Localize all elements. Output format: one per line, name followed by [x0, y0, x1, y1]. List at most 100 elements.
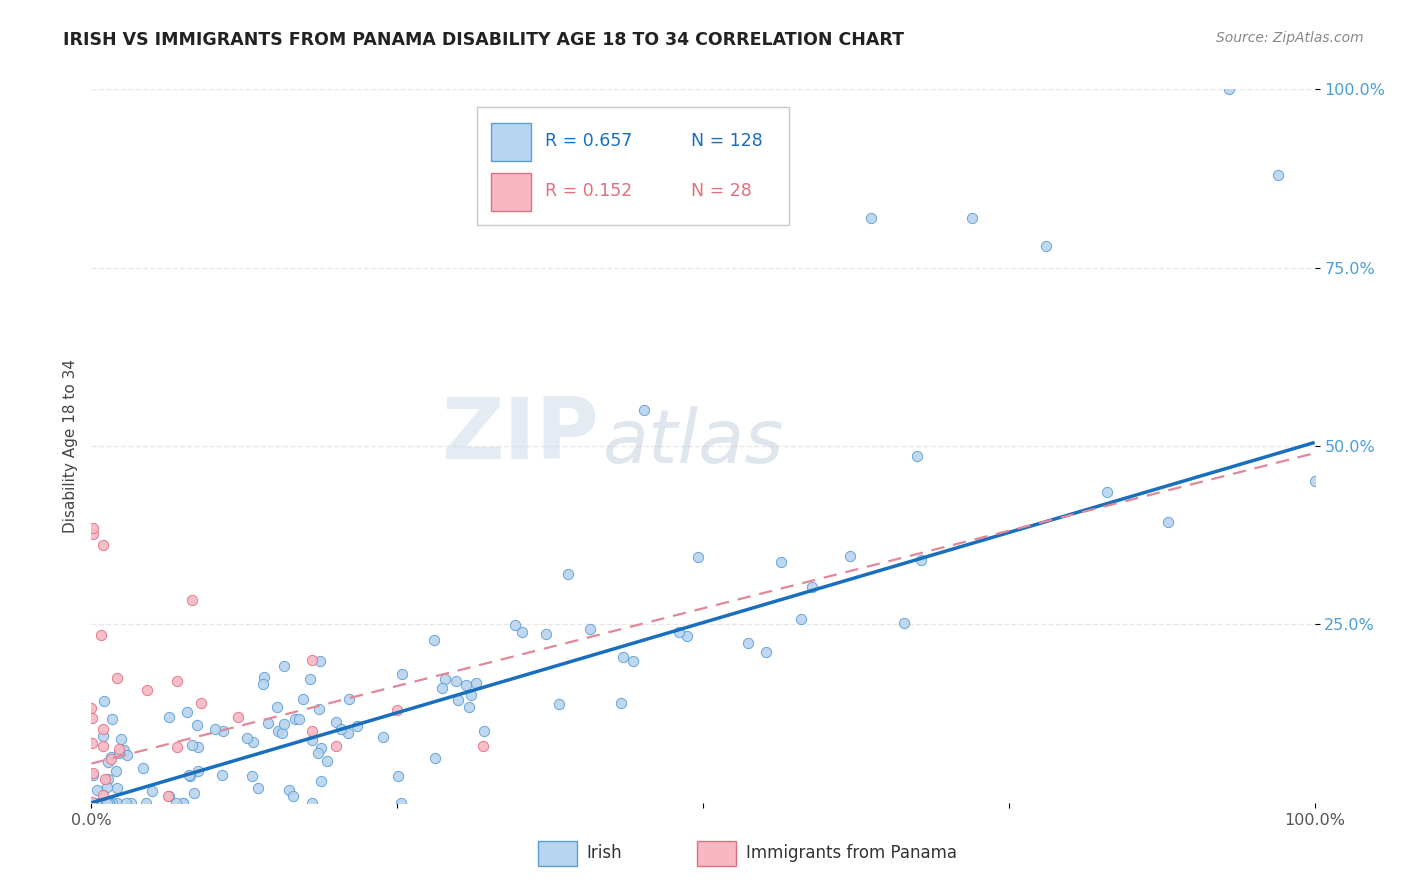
Text: Irish: Irish — [586, 844, 623, 862]
Point — [801, 580, 824, 594]
Point — [186, 718, 208, 732]
Text: atlas: atlas — [603, 407, 785, 478]
Point — [101, 796, 124, 810]
Point — [299, 672, 322, 686]
Point — [93, 693, 115, 707]
Point — [172, 796, 194, 810]
Point — [187, 764, 209, 778]
Point — [82, 766, 104, 780]
Point — [226, 710, 249, 724]
Point — [172, 796, 194, 810]
Point — [860, 211, 883, 225]
Point — [433, 672, 456, 686]
Point — [82, 527, 104, 541]
Y-axis label: Disability Age 18 to 34: Disability Age 18 to 34 — [62, 359, 77, 533]
Point — [190, 696, 212, 710]
Point — [686, 550, 709, 565]
Point — [336, 726, 359, 740]
Text: Source: ZipAtlas.com: Source: ZipAtlas.com — [1216, 31, 1364, 45]
Point — [278, 783, 301, 797]
Point — [1267, 168, 1289, 182]
FancyBboxPatch shape — [477, 107, 789, 225]
Point — [181, 593, 204, 607]
Point — [242, 735, 264, 749]
FancyBboxPatch shape — [538, 840, 576, 865]
Point — [115, 796, 138, 810]
Point — [505, 618, 527, 632]
Point — [91, 722, 114, 736]
FancyBboxPatch shape — [491, 123, 530, 161]
Point — [166, 739, 188, 754]
Point — [309, 654, 332, 668]
Point — [135, 683, 157, 698]
Point — [391, 667, 413, 681]
Point — [960, 211, 983, 225]
Point — [534, 627, 557, 641]
Point — [84, 796, 107, 810]
Text: R = 0.657: R = 0.657 — [546, 132, 633, 150]
Point — [755, 645, 778, 659]
Point — [135, 796, 157, 810]
Point — [97, 796, 120, 810]
Point — [80, 796, 103, 810]
Point — [86, 783, 108, 797]
Point — [179, 769, 201, 783]
Point — [211, 724, 233, 739]
FancyBboxPatch shape — [491, 173, 530, 211]
Point — [240, 768, 263, 782]
Point — [612, 649, 634, 664]
Point — [114, 743, 136, 757]
Point — [93, 739, 115, 753]
Point — [105, 780, 128, 795]
Point — [457, 699, 479, 714]
Point — [547, 697, 569, 711]
Point — [80, 796, 103, 810]
Point — [557, 567, 579, 582]
Point — [910, 553, 932, 567]
Point — [281, 789, 304, 804]
Point — [94, 772, 117, 786]
Point — [82, 795, 104, 809]
Point — [179, 768, 201, 782]
Point — [211, 768, 233, 782]
Point — [157, 789, 180, 804]
Point — [1035, 239, 1057, 253]
Point — [97, 772, 120, 786]
Point — [236, 731, 259, 745]
Point — [308, 702, 330, 716]
Point — [94, 796, 117, 810]
Point — [105, 796, 128, 810]
Point — [1218, 82, 1240, 96]
Point — [346, 719, 368, 733]
Point — [621, 654, 644, 668]
Point — [387, 769, 409, 783]
Point — [288, 712, 311, 726]
Point — [578, 622, 600, 636]
Point — [257, 715, 280, 730]
Point — [838, 549, 860, 564]
Point — [389, 796, 412, 810]
Point — [309, 741, 332, 756]
Point — [105, 671, 128, 685]
Point — [131, 761, 153, 775]
Point — [247, 780, 270, 795]
Text: ZIP: ZIP — [441, 393, 599, 477]
Point — [157, 709, 180, 723]
Point — [96, 796, 118, 810]
Point — [633, 403, 655, 417]
Point — [460, 688, 482, 702]
Point — [668, 625, 690, 640]
Point — [82, 521, 104, 535]
Point — [166, 674, 188, 689]
Point — [465, 676, 488, 690]
Point — [292, 692, 315, 706]
Point — [273, 716, 295, 731]
Point — [97, 755, 120, 769]
Text: N = 28: N = 28 — [690, 182, 752, 200]
Point — [157, 789, 180, 804]
Point — [100, 751, 122, 765]
Point — [273, 659, 295, 673]
Point — [301, 733, 323, 747]
Point — [105, 764, 128, 778]
Text: IRISH VS IMMIGRANTS FROM PANAMA DISABILITY AGE 18 TO 34 CORRELATION CHART: IRISH VS IMMIGRANTS FROM PANAMA DISABILI… — [63, 31, 904, 49]
